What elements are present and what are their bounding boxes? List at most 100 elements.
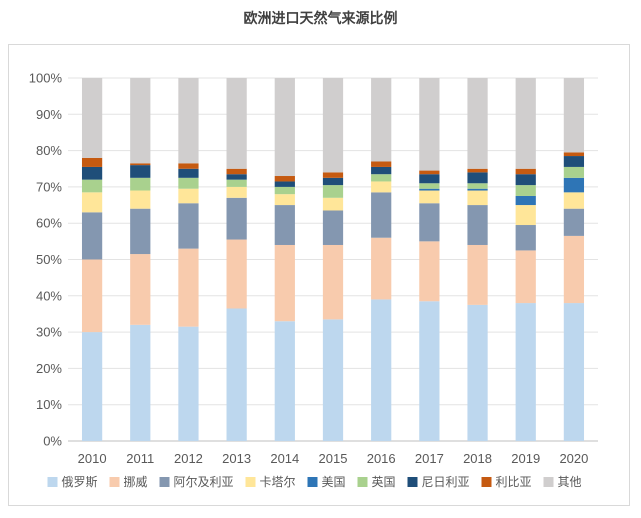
bar-segment <box>515 250 536 304</box>
bar-segment <box>419 188 440 191</box>
y-tick-label: 20% <box>36 361 62 376</box>
y-tick-label: 0% <box>43 434 62 449</box>
legend-swatch <box>109 477 120 487</box>
bar-segment <box>467 205 488 245</box>
bar-segment <box>226 168 247 175</box>
bar-segment <box>371 181 392 193</box>
bar-segment <box>226 186 247 198</box>
bar-segment <box>322 172 344 178</box>
bar-segment <box>81 78 103 158</box>
bar-segment <box>563 208 585 236</box>
bar-segment <box>467 244 488 305</box>
chart-title: 欧洲进口天然气来源比例 <box>243 11 398 27</box>
bar-segment <box>178 78 199 164</box>
legend-label: 美国 <box>322 475 346 489</box>
y-tick-label: 100% <box>29 71 63 86</box>
bar-segment <box>178 326 199 441</box>
bar-segment <box>322 210 344 245</box>
bar-segment <box>467 183 488 189</box>
bar-segment <box>467 78 488 169</box>
bar-segment <box>322 185 344 198</box>
bar-segment <box>371 192 392 238</box>
bar-segment <box>81 212 103 260</box>
bar-segment <box>81 332 103 441</box>
bar-segment <box>274 321 295 441</box>
bar-segment <box>371 166 392 175</box>
bar-segment <box>419 170 440 175</box>
legend-label: 尼日利亚 <box>422 475 470 489</box>
bar-segment <box>419 203 440 242</box>
x-tick-label: 2016 <box>367 451 396 466</box>
bar-segment <box>130 324 151 441</box>
bar-segment <box>515 168 536 175</box>
bar-segment <box>178 248 199 327</box>
bar-segment <box>178 188 199 204</box>
bar-segment <box>322 244 344 320</box>
bar-segment <box>371 299 392 441</box>
bar-segment <box>81 192 103 213</box>
x-tick-label: 2017 <box>415 451 444 466</box>
legend-label: 挪威 <box>124 475 148 489</box>
bar-segment <box>515 205 536 226</box>
bar-segment <box>467 190 488 206</box>
bar-segment <box>81 157 103 167</box>
bar-segment <box>322 197 344 211</box>
bar-segment <box>274 78 295 177</box>
bar-segment <box>515 185 536 196</box>
x-tick-label: 2010 <box>78 451 107 466</box>
bar-segment <box>371 78 392 162</box>
y-tick-label: 90% <box>36 107 62 122</box>
bar-segment <box>419 190 440 204</box>
bar-segment <box>274 205 295 245</box>
x-tick-label: 2019 <box>511 451 540 466</box>
bar-segment <box>178 203 199 249</box>
bar-segment <box>515 303 536 441</box>
bar-segment <box>467 168 488 173</box>
y-tick-label: 60% <box>36 216 62 231</box>
bar-segment <box>274 176 295 182</box>
y-tick-label: 10% <box>36 397 62 412</box>
legend-label: 卡塔尔 <box>260 474 296 489</box>
bar-segment <box>563 152 585 157</box>
bar-segment <box>515 195 536 206</box>
legend-swatch <box>481 477 492 487</box>
y-tick-label: 80% <box>36 143 62 158</box>
bar-segment <box>322 319 344 441</box>
bar-segment <box>130 208 151 255</box>
bar-segment <box>81 259 103 333</box>
legend-label: 英国 <box>372 475 396 489</box>
y-tick-label: 40% <box>36 288 62 303</box>
bar-segment <box>419 174 440 184</box>
chart-frame <box>8 44 630 506</box>
bar-segment <box>130 78 151 164</box>
bar-segment <box>371 161 392 167</box>
x-tick-label: 2014 <box>270 451 299 466</box>
x-tick-label: 2018 <box>463 451 492 466</box>
bar-segment <box>81 166 103 180</box>
bar-segment <box>226 308 247 441</box>
bar-segment <box>226 78 247 169</box>
bar-segment <box>563 177 585 193</box>
x-tick-label: 2011 <box>126 451 154 466</box>
bar-segment <box>515 225 536 251</box>
bar-segment <box>130 177 151 191</box>
bar-segment <box>467 304 488 441</box>
bar-segment <box>274 186 295 195</box>
bar-segment <box>515 78 536 169</box>
legend-label: 其他 <box>558 475 582 489</box>
x-tick-label: 2013 <box>222 451 251 466</box>
bar-segment <box>274 181 295 187</box>
bar-segment <box>371 174 392 182</box>
bar-segment <box>563 78 585 153</box>
bar-segment <box>419 78 440 171</box>
bar-segment <box>274 194 295 206</box>
bar-segment <box>563 166 585 178</box>
y-tick-label: 30% <box>36 325 62 340</box>
bar-segment <box>322 177 344 186</box>
bar-segment <box>467 188 488 191</box>
bar-segment <box>178 163 199 169</box>
legend-label: 阿尔及利亚 <box>174 474 234 489</box>
bar-segment <box>178 168 199 178</box>
bar-segment <box>467 172 488 184</box>
